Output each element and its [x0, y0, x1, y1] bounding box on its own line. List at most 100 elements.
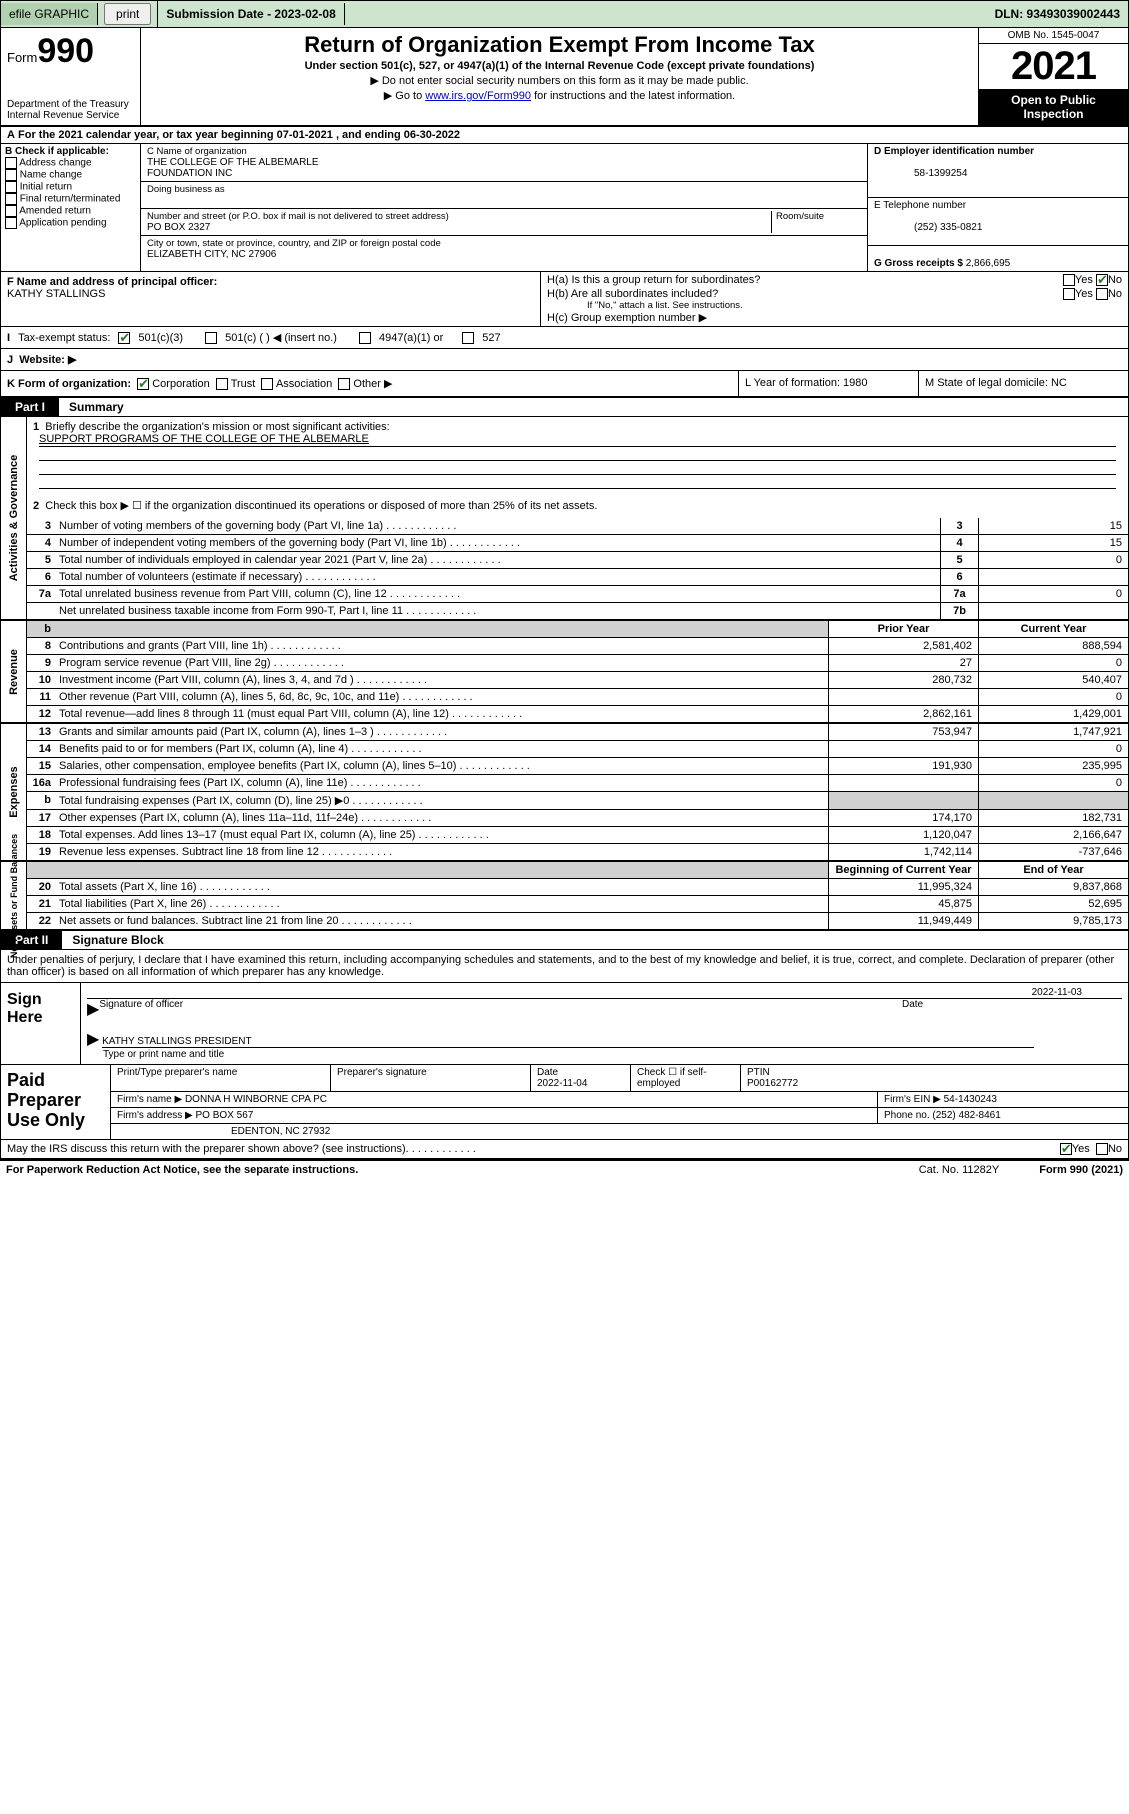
- ha-yes[interactable]: [1063, 274, 1075, 286]
- box-f-label: F Name and address of principal officer:: [7, 276, 217, 288]
- header-right: OMB No. 1545-0047 2021 Open to Public In…: [978, 28, 1128, 125]
- exp-row: 13Grants and similar amounts paid (Part …: [27, 724, 1128, 741]
- rev-row: 9Program service revenue (Part VIII, lin…: [27, 655, 1128, 672]
- firm-ein: Firm's EIN ▶ 54-1430243: [878, 1092, 1128, 1107]
- hb-label: H(b) Are all subordinates included?: [547, 288, 1063, 300]
- org-name-1: THE COLLEGE OF THE ALBEMARLE: [147, 157, 319, 168]
- hb-note: If "No," attach a list. See instructions…: [547, 300, 1122, 311]
- hb-yes[interactable]: [1063, 288, 1075, 300]
- sign-arrow-icon: ▶: [87, 999, 99, 1019]
- line2-pre: ▶ Go to: [384, 90, 425, 102]
- box-l: L Year of formation: 1980: [738, 371, 918, 396]
- vtab-revenue: Revenue: [1, 621, 27, 722]
- section-governance: Activities & Governance 1 Briefly descri…: [1, 417, 1128, 621]
- discuss-row: May the IRS discuss this return with the…: [1, 1140, 1128, 1160]
- dba-block: Doing business as: [141, 182, 867, 209]
- chk-assoc[interactable]: [261, 378, 273, 390]
- gov-row: 3Number of voting members of the governi…: [27, 518, 1128, 535]
- hb-no[interactable]: [1096, 288, 1108, 300]
- form-subtitle: Under section 501(c), 527, or 4947(a)(1)…: [149, 60, 970, 72]
- phone-label: E Telephone number: [874, 200, 966, 211]
- chk-initial[interactable]: Initial return: [5, 181, 136, 193]
- chk-trust[interactable]: [216, 378, 228, 390]
- submission-date: Submission Date - 2023-02-08: [158, 3, 344, 25]
- firm-addr2: EDENTON, NC 27932: [111, 1124, 1128, 1139]
- chk-527[interactable]: [462, 332, 474, 344]
- box-c-label: C Name of organization: [147, 146, 247, 157]
- section-bcd: B Check if applicable: Address change Na…: [1, 144, 1128, 272]
- chk-pending[interactable]: Application pending: [5, 217, 136, 229]
- current-year-hdr: Current Year: [978, 621, 1128, 637]
- addr-block: Number and street (or P.O. box if mail i…: [141, 209, 867, 236]
- rev-header-row: b Prior Year Current Year: [27, 621, 1128, 638]
- row-klm: K Form of organization: Corporation Trus…: [1, 371, 1128, 398]
- exp-row: 18Total expenses. Add lines 13–17 (must …: [27, 827, 1128, 844]
- tax-label: Tax-exempt status:: [18, 332, 110, 344]
- box-h: H(a) Is this a group return for subordin…: [541, 272, 1128, 326]
- line2-row: 2 Check this box ▶ ☐ if the organization…: [27, 493, 1128, 518]
- chk-final[interactable]: Final return/terminated: [5, 193, 136, 205]
- chk-501c3[interactable]: [118, 332, 130, 344]
- firm-name: Firm's name ▶ DONNA H WINBORNE CPA PC: [111, 1092, 878, 1107]
- part2-header: Part II Signature Block: [1, 931, 1128, 950]
- print-button[interactable]: print: [104, 3, 151, 25]
- sign-arrow2-icon: ▶: [87, 1031, 99, 1048]
- discuss-no[interactable]: [1096, 1143, 1108, 1155]
- exp-row: 14Benefits paid to or for members (Part …: [27, 741, 1128, 758]
- period-text: For the 2021 calendar year, or tax year …: [18, 129, 460, 141]
- chk-other[interactable]: [338, 378, 350, 390]
- chk-address[interactable]: Address change: [5, 157, 136, 169]
- mission-text: SUPPORT PROGRAMS OF THE COLLEGE OF THE A…: [39, 433, 1116, 447]
- box-b: B Check if applicable: Address change Na…: [1, 144, 141, 271]
- irs-link[interactable]: www.irs.gov/Form990: [425, 90, 531, 102]
- form-number: 990: [37, 32, 94, 70]
- chk-4947[interactable]: [359, 332, 371, 344]
- form-prefix: Form: [7, 50, 37, 65]
- addr-label: Number and street (or P.O. box if mail i…: [147, 211, 449, 222]
- na-row: 20Total assets (Part X, line 16)11,995,3…: [27, 879, 1128, 896]
- gov-row: 4Number of independent voting members of…: [27, 535, 1128, 552]
- gross-block: G Gross receipts $ 2,866,695: [868, 246, 1128, 271]
- header-left: Form990 Department of the Treasury Inter…: [1, 28, 141, 125]
- rev-row: 10Investment income (Part VIII, column (…: [27, 672, 1128, 689]
- chk-501c[interactable]: [205, 332, 217, 344]
- hc-label: H(c) Group exemption number ▶: [547, 311, 1122, 324]
- date-label: Date: [902, 999, 1122, 1019]
- ein-label: D Employer identification number: [874, 146, 1034, 157]
- gross-label: G Gross receipts $: [874, 258, 963, 269]
- row-j: J Website: ▶: [1, 349, 1128, 371]
- row-i: I Tax-exempt status: 501(c)(3) 501(c) ( …: [1, 327, 1128, 349]
- sign-date: 2022-11-03: [902, 987, 1122, 999]
- gov-row: 5Total number of individuals employed in…: [27, 552, 1128, 569]
- efile-topbar: efile GRAPHIC print Submission Date - 20…: [0, 0, 1129, 28]
- self-emp[interactable]: Check ☐ if self-employed: [631, 1065, 741, 1091]
- chk-amended[interactable]: Amended return: [5, 205, 136, 217]
- room-label: Room/suite: [771, 211, 861, 233]
- part2-title: Signature Block: [62, 931, 173, 949]
- box-b-label: B Check if applicable:: [5, 146, 109, 157]
- ptin: PTINP00162772: [741, 1065, 1128, 1091]
- footer-right: Form 990 (2021): [1039, 1164, 1123, 1176]
- discuss-yes[interactable]: [1060, 1143, 1072, 1155]
- header-line1: ▶ Do not enter social security numbers o…: [149, 74, 970, 87]
- period-row: A For the 2021 calendar year, or tax yea…: [1, 127, 1128, 144]
- prep-date: Date2022-11-04: [531, 1065, 631, 1091]
- box-m: M State of legal domicile: NC: [918, 371, 1128, 396]
- chk-corp[interactable]: [137, 378, 149, 390]
- na-header-row: Beginning of Current Year End of Year: [27, 862, 1128, 879]
- gov-row: Net unrelated business taxable income fr…: [27, 603, 1128, 619]
- ha-no[interactable]: [1096, 274, 1108, 286]
- footer-left: For Paperwork Reduction Act Notice, see …: [6, 1164, 358, 1176]
- irs-label: Internal Revenue Service: [7, 110, 134, 121]
- rev-row: 8Contributions and grants (Part VIII, li…: [27, 638, 1128, 655]
- part1-header: Part I Summary: [1, 398, 1128, 417]
- firm-phone: Phone no. (252) 482-8461: [878, 1108, 1128, 1123]
- section-fh: F Name and address of principal officer:…: [1, 272, 1128, 327]
- chk-name[interactable]: Name change: [5, 169, 136, 181]
- prep-sig-hdr: Preparer's signature: [331, 1065, 531, 1091]
- box-k: K Form of organization: Corporation Trus…: [1, 371, 738, 396]
- begin-year-hdr: Beginning of Current Year: [828, 862, 978, 878]
- form-outer: Form990 Department of the Treasury Inter…: [0, 28, 1129, 1161]
- footer-mid: Cat. No. 11282Y: [919, 1164, 1000, 1176]
- prep-name-hdr: Print/Type preparer's name: [111, 1065, 331, 1091]
